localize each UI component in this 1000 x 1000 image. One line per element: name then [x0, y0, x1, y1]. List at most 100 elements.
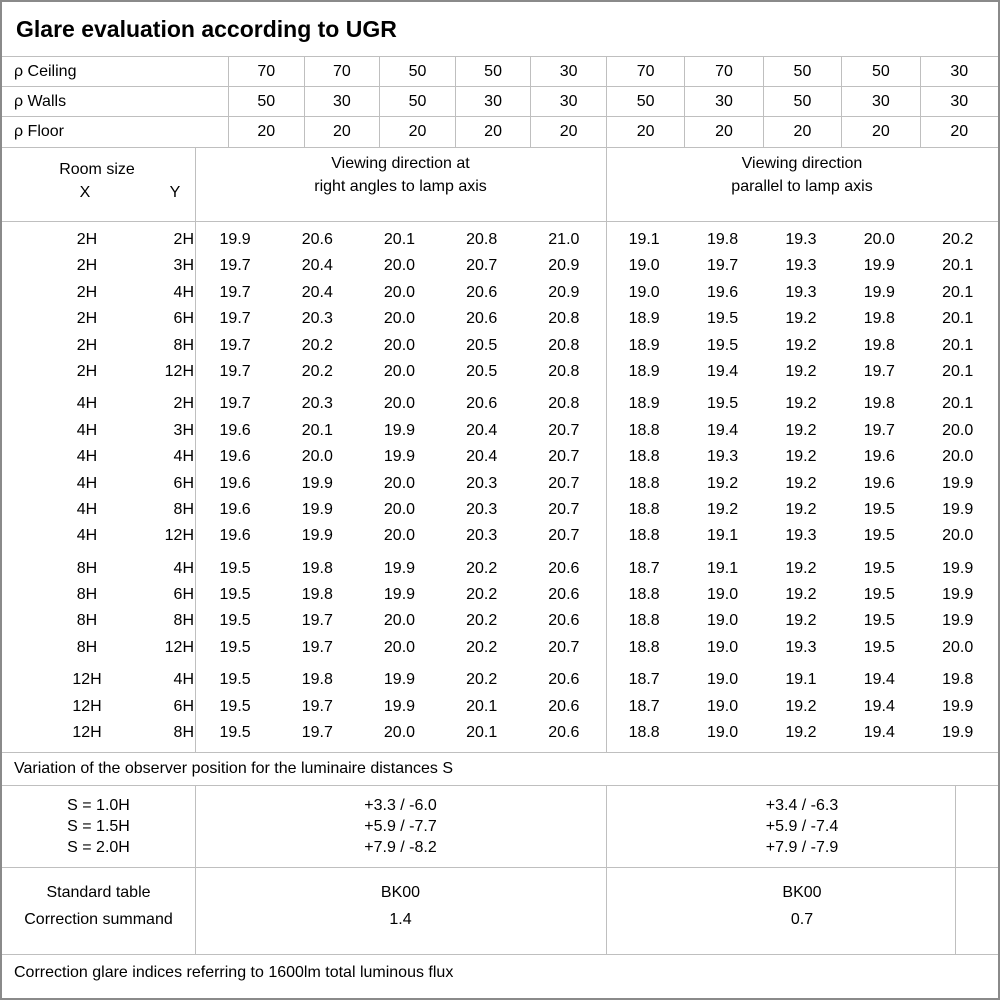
ugr-value-parallel: 19.4	[706, 421, 739, 439]
column-divider	[195, 786, 196, 867]
reflectance-value: 30	[919, 57, 998, 86]
ugr-value-parallel: 19.6	[863, 448, 895, 466]
ugr-value-parallel: 18.9	[628, 395, 660, 413]
reflectance-value: 20	[762, 117, 841, 147]
ugr-value-parallel: 19.8	[942, 671, 974, 689]
ugr-value-right-angle: 19.9	[383, 586, 416, 604]
ugr-value-parallel: 19.2	[706, 474, 739, 492]
room-size-x: 2H	[76, 257, 98, 275]
observer-variation-section: S = 1.0H S = 1.5H S = 2.0H +3.3 / -6.0 +5.9…	[2, 786, 998, 868]
ugr-value-parallel: 18.9	[628, 336, 660, 354]
room-size-x: 8H	[76, 559, 98, 577]
ugr-value-right-angle: 20.2	[466, 559, 498, 577]
ugr-value-parallel: 18.8	[628, 586, 660, 604]
ugr-value-right-angle: 20.2	[466, 612, 498, 630]
ugr-value-parallel: 19.5	[706, 310, 739, 328]
ugr-value-parallel: 19.2	[785, 448, 817, 466]
ugr-value-parallel: 19.3	[785, 257, 817, 275]
ugr-value-parallel: 18.7	[628, 697, 660, 715]
ugr-value-parallel: 18.8	[628, 612, 660, 630]
room-size-y: 4H	[173, 448, 194, 466]
ugr-value-parallel: 19.9	[942, 724, 974, 742]
ugr-value-right-angle: 20.2	[466, 638, 498, 656]
ugr-value-right-angle: 19.7	[219, 362, 251, 380]
room-size-y: 6H	[173, 310, 194, 328]
ugr-value-right-angle: 20.2	[466, 671, 498, 689]
x-column-label: X	[79, 184, 91, 201]
ugr-value-right-angle: 19.9	[301, 500, 333, 518]
ugr-value-right-angle: 19.9	[383, 697, 416, 715]
reflectance-value: 20	[841, 117, 919, 147]
reflectance-row-floor: ρ Floor 20 20 20 20 20 20 20 20 20 20	[2, 117, 998, 148]
group-divider	[606, 148, 607, 221]
ugr-value-right-angle: 20.0	[383, 257, 416, 275]
ugr-value-right-angle: 20.0	[383, 527, 416, 545]
room-size-y: 8H	[173, 500, 194, 518]
standard-table-labels: Standard table Correction summand	[2, 879, 195, 933]
table-row: 2H 3H 19.7 20.4 20.0 20.7 20.9 19.0 19.7 19.3 19.9…	[2, 253, 998, 279]
ugr-value-parallel: 19.7	[863, 421, 895, 439]
reflectance-value: 30	[530, 57, 606, 86]
ugr-value-parallel: 18.8	[628, 500, 660, 518]
ugr-value-right-angle: 20.6	[548, 612, 580, 630]
ugr-value-parallel: 18.9	[628, 310, 660, 328]
ugr-value-right-angle: 20.6	[301, 231, 333, 248]
ugr-value-right-angle: 19.6	[219, 448, 251, 466]
ugr-value-right-angle: 20.8	[548, 310, 580, 328]
ugr-value-parallel: 20.1	[942, 336, 974, 354]
room-size-x: 4H	[76, 527, 98, 545]
ugr-value-parallel: 19.5	[863, 638, 895, 656]
ugr-value-parallel: 18.8	[628, 421, 660, 439]
ugr-value-right-angle: 19.9	[383, 448, 416, 466]
ugr-value-right-angle: 19.9	[383, 421, 416, 439]
ugr-value-parallel: 20.1	[942, 395, 974, 413]
ugr-value-parallel: 19.0	[706, 697, 739, 715]
reflectance-value: 50	[762, 57, 841, 86]
ugr-value-right-angle: 20.7	[466, 257, 498, 275]
ugr-value-parallel: 18.8	[628, 724, 660, 742]
rho-floor-label: ρ Floor	[14, 123, 64, 140]
room-size-label: Room size	[59, 161, 135, 178]
ugr-value-right-angle: 20.2	[301, 362, 333, 380]
standard-values-parallel: BK00 0.7	[606, 879, 998, 933]
room-size-x: 12H	[72, 724, 102, 742]
ugr-value-parallel: 19.0	[706, 586, 739, 604]
ugr-value-right-angle: 20.6	[548, 697, 580, 715]
ugr-value-parallel: 19.4	[863, 724, 895, 742]
ugr-value-parallel: 19.2	[706, 500, 739, 518]
room-size-y: 2H	[173, 231, 194, 248]
ugr-value-right-angle: 19.7	[301, 724, 333, 742]
ugr-value-parallel: 19.5	[863, 586, 895, 604]
room-size-y: 12H	[164, 362, 194, 380]
ugr-value-right-angle: 20.0	[301, 448, 333, 466]
ugr-value-right-angle: 19.5	[219, 724, 251, 742]
parallel-group-header: Viewing direction parallel to lamp axis	[731, 155, 873, 195]
reflectance-value: 20	[379, 117, 455, 147]
ugr-value-right-angle: 20.4	[466, 421, 498, 439]
ugr-value-right-angle: 19.6	[219, 500, 251, 518]
column-divider	[195, 222, 196, 752]
ugr-value-right-angle: 19.9	[301, 527, 333, 545]
table-row: 12H 4H 19.5 19.8 19.9 20.2 20.6 18.7 19.0 19.1 19.…	[2, 667, 998, 693]
ugr-value-right-angle: 20.1	[466, 697, 498, 715]
ugr-value-parallel: 19.1	[706, 527, 739, 545]
ugr-value-parallel: 19.9	[863, 257, 895, 275]
standard-value-right-angle: 1.4	[389, 911, 412, 928]
ugr-value-right-angle: 20.3	[466, 474, 498, 492]
y-column-label: Y	[169, 184, 181, 201]
ugr-value-right-angle: 19.7	[219, 283, 251, 301]
room-size-y: 4H	[173, 283, 194, 301]
ugr-value-parallel: 19.2	[785, 559, 817, 577]
reflectance-value: 30	[303, 87, 380, 116]
page-title: Glare evaluation according to UGR	[2, 2, 998, 57]
room-size-x: 12H	[72, 697, 102, 715]
ugr-value-parallel: 19.0	[706, 612, 739, 630]
room-size-block: 4H 2H 19.7 20.3 20.0 20.6 20.8 18.9 19.5 19.2 19.8…	[2, 391, 998, 549]
ugr-value-right-angle: 20.0	[383, 310, 416, 328]
ugr-value-right-angle: 19.7	[219, 310, 251, 328]
ugr-value-right-angle: 19.9	[383, 671, 416, 689]
ugr-value-right-angle: 19.5	[219, 586, 251, 604]
ugr-value-right-angle: 20.0	[383, 638, 416, 656]
reflectance-row-walls: ρ Walls 50 30 50 30 30 50 30 50 30 30	[2, 87, 998, 117]
